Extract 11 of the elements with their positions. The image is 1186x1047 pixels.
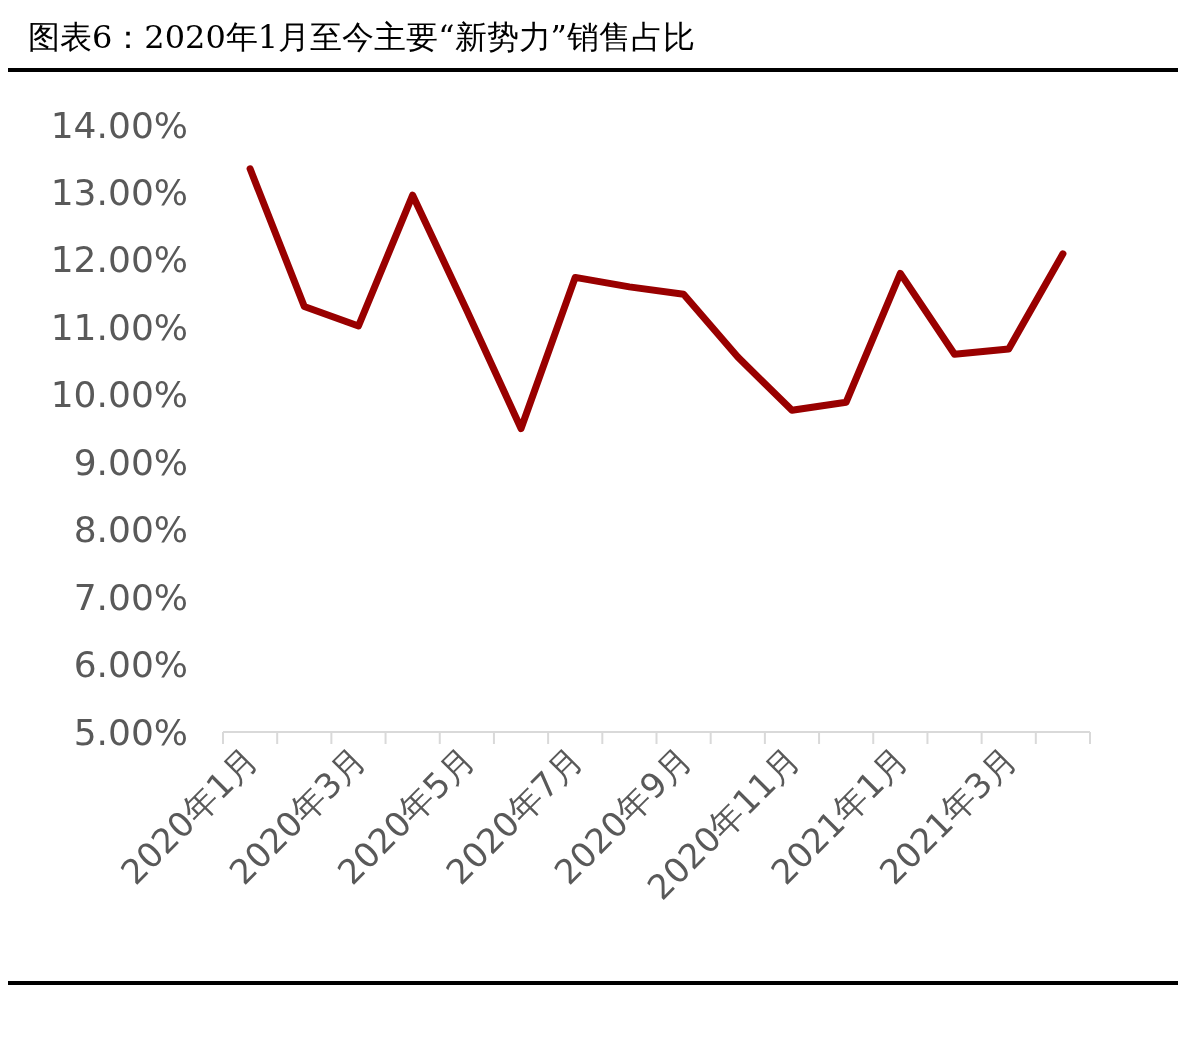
chart-title: 图表6：2020年1月至今主要“新势力”销售占比 — [28, 18, 695, 56]
y-tick-label: 12.00% — [50, 239, 188, 281]
y-tick-label: 11.00% — [50, 306, 188, 348]
y-tick-label: 5.00% — [73, 711, 188, 753]
y-tick-label: 10.00% — [50, 374, 188, 416]
y-tick-label: 8.00% — [73, 509, 188, 551]
y-tick-label: 13.00% — [50, 172, 188, 214]
y-tick-label: 9.00% — [73, 441, 188, 483]
y-tick-label: 7.00% — [73, 576, 188, 618]
y-tick-label: 6.00% — [73, 644, 188, 686]
y-tick-label: 14.00% — [50, 104, 188, 146]
